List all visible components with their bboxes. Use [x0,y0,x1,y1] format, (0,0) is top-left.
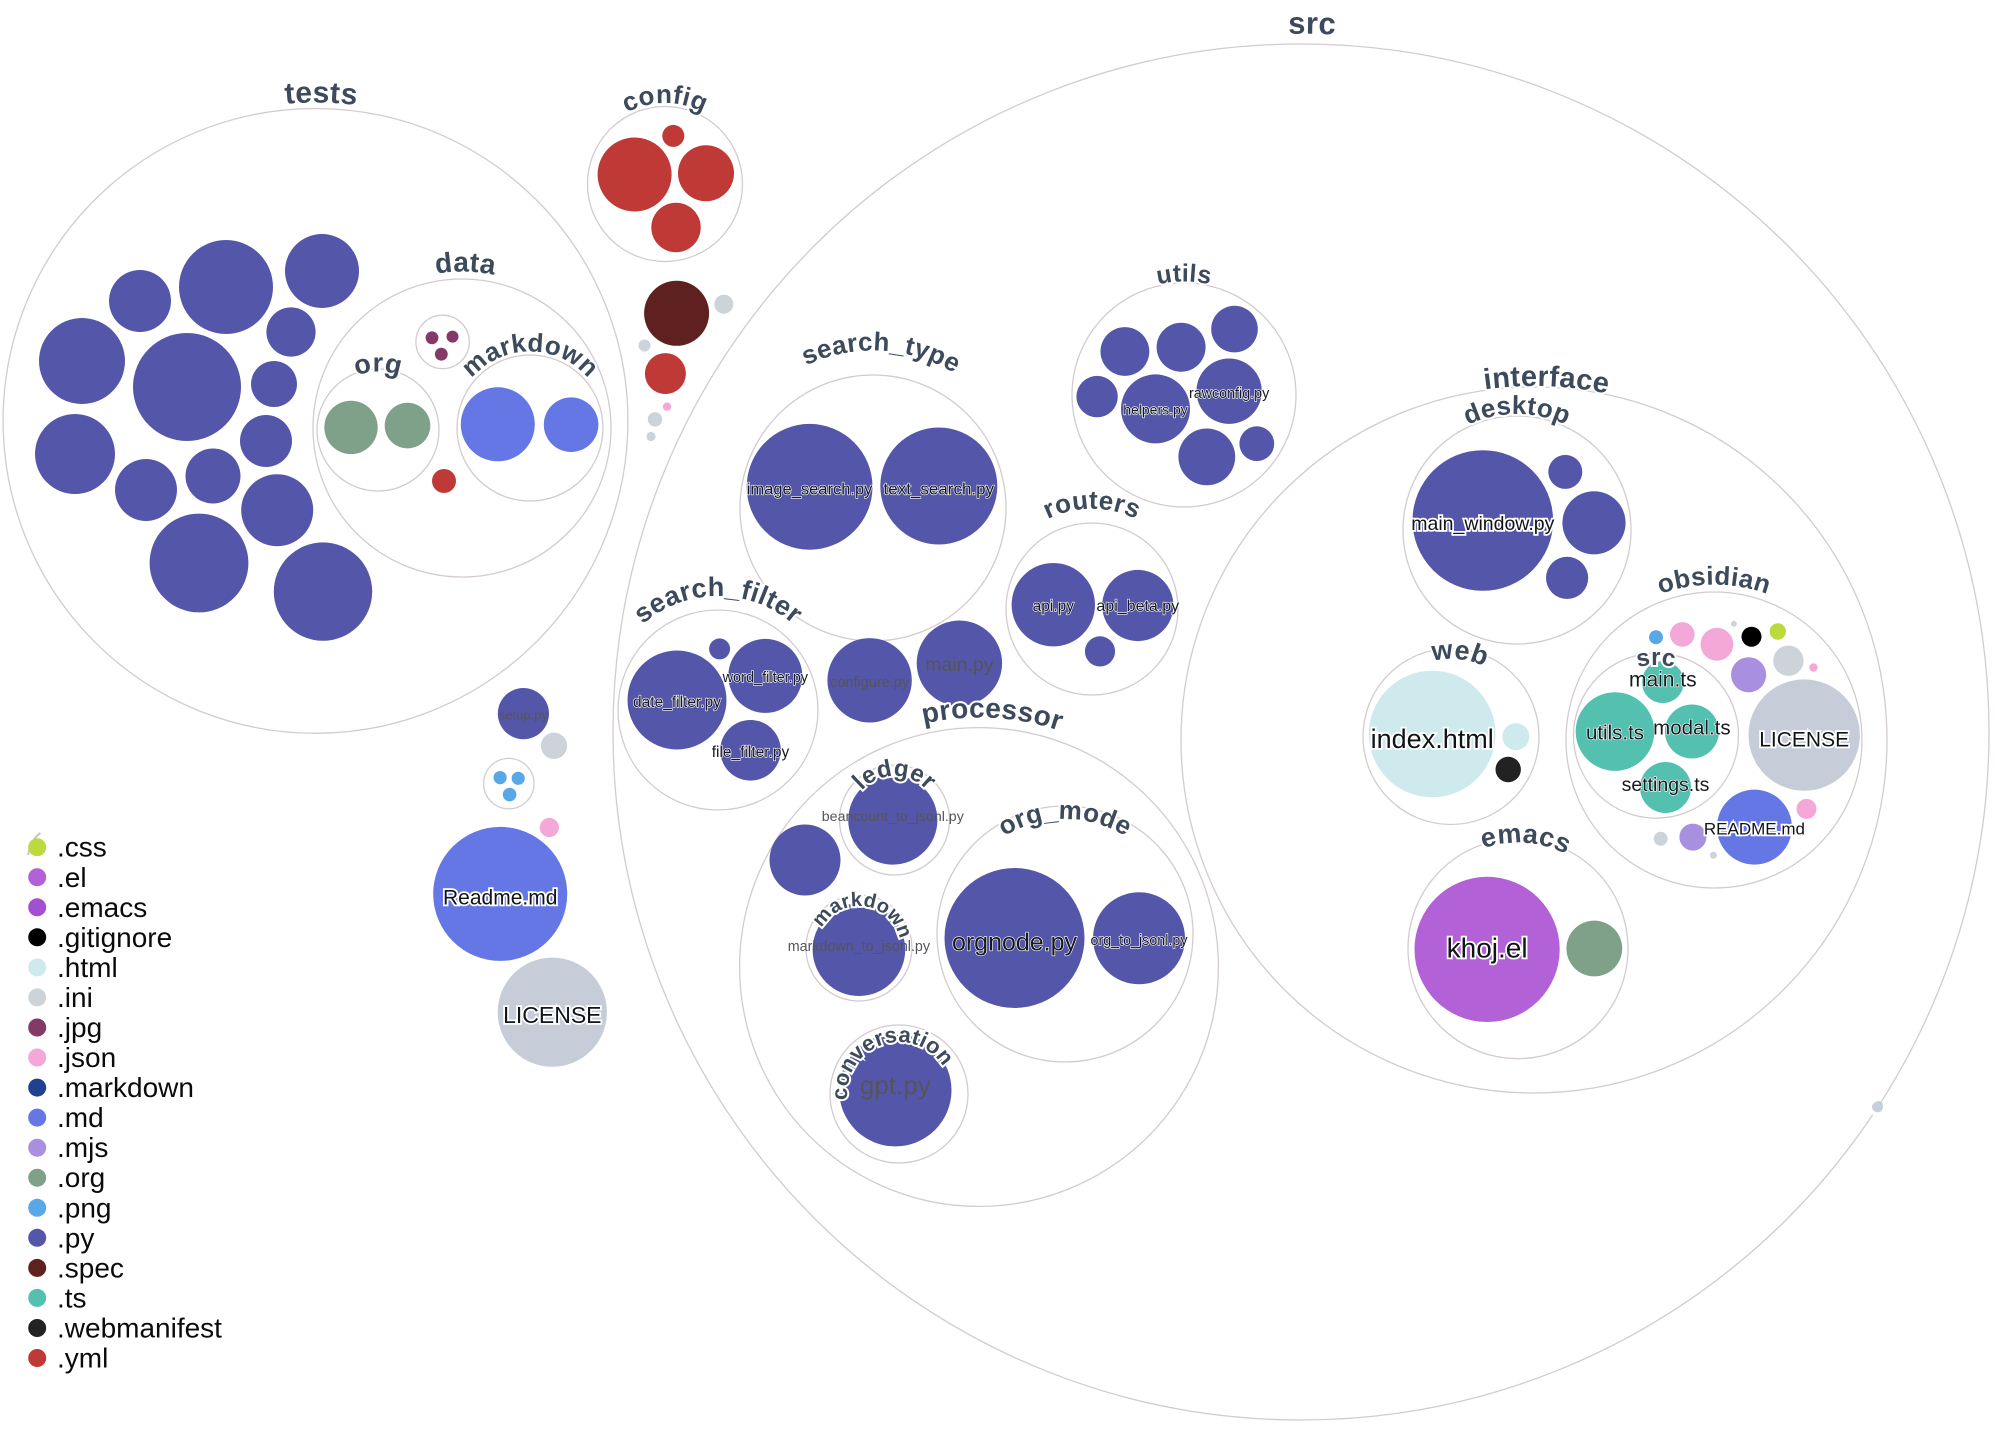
svg-text:rawconfig.py: rawconfig.py [1189,386,1270,402]
svg-text:src: src [1288,6,1337,42]
svg-text:.spec: .spec [57,1252,124,1283]
svg-text:beancount_to_jsonl.py: beancount_to_jsonl.py [822,809,965,825]
svg-text:markdown_to_jsonl.py: markdown_to_jsonl.py [788,939,931,955]
svg-text:.markdown: .markdown [57,1072,194,1103]
svg-text:README.md: README.md [1704,819,1805,838]
svg-text:text_search.py: text_search.py [884,479,995,498]
svg-text:tests: tests [283,76,359,112]
svg-text:setup.py: setup.py [499,707,549,722]
svg-text:.json: .json [57,1042,116,1073]
svg-text:.webmanifest: .webmanifest [57,1313,222,1344]
svg-text:LICENSE: LICENSE [503,1002,601,1028]
svg-text:khoj.el: khoj.el [1447,932,1528,963]
svg-text:org_to_jsonl.py: org_to_jsonl.py [1091,933,1189,949]
svg-text:.gitignore: .gitignore [57,922,172,953]
svg-text:.css: .css [57,832,107,863]
svg-text:Readme.md: Readme.md [443,887,557,910]
svg-text:LICENSE: LICENSE [1759,729,1849,752]
svg-text:index.html: index.html [1371,724,1494,754]
svg-text:org: org [351,348,406,381]
svg-text:.html: .html [57,952,118,983]
svg-text:word_filter.py: word_filter.py [722,670,809,686]
svg-text:.org: .org [57,1162,105,1193]
svg-text:file_filter.py: file_filter.py [712,744,790,761]
svg-text:modal.ts: modal.ts [1653,716,1730,739]
svg-text:.el: .el [57,862,87,893]
svg-text:.yml: .yml [57,1343,108,1374]
svg-text:src: src [1634,644,1677,673]
svg-text:date_filter.py: date_filter.py [633,694,721,711]
svg-text:main.ts: main.ts [1629,669,1697,692]
svg-text:.md: .md [57,1102,104,1133]
svg-text:gpt.py: gpt.py [860,1070,931,1100]
svg-text:.emacs: .emacs [57,892,147,923]
svg-text:image_search.py: image_search.py [747,480,873,498]
svg-text:configure.py: configure.py [830,675,910,691]
svg-text:.ts: .ts [57,1282,87,1313]
svg-text:helpers.py: helpers.py [1123,402,1188,418]
svg-text:main.py: main.py [925,654,994,676]
svg-text:utils.ts: utils.ts [1586,721,1644,744]
svg-text:.mjs: .mjs [57,1132,108,1163]
svg-text:main_window.py: main_window.py [1411,513,1554,535]
svg-text:.png: .png [57,1192,112,1223]
svg-text:.jpg: .jpg [57,1012,102,1043]
svg-text:api_beta.py: api_beta.py [1096,598,1179,615]
svg-text:orgnode.py: orgnode.py [952,929,1078,957]
svg-text:api.py: api.py [1033,598,1075,615]
svg-text:data: data [433,247,498,281]
svg-text:.ini: .ini [57,982,93,1013]
svg-text:.py: .py [57,1222,94,1253]
svg-text:utils: utils [1154,259,1214,290]
svg-text:settings.ts: settings.ts [1622,774,1710,796]
